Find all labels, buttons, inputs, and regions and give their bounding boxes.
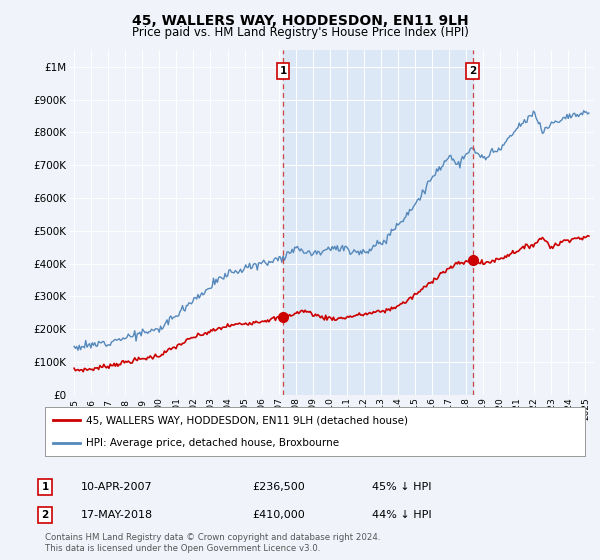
Text: 1: 1 [41,482,49,492]
Text: 44% ↓ HPI: 44% ↓ HPI [372,510,431,520]
Text: £410,000: £410,000 [252,510,305,520]
Text: 17-MAY-2018: 17-MAY-2018 [81,510,153,520]
Bar [283,50,473,395]
Text: 1: 1 [280,66,287,76]
Text: £236,500: £236,500 [252,482,305,492]
Text: 45% ↓ HPI: 45% ↓ HPI [372,482,431,492]
Text: 45, WALLERS WAY, HODDESDON, EN11 9LH: 45, WALLERS WAY, HODDESDON, EN11 9LH [131,14,469,28]
Text: 10-APR-2007: 10-APR-2007 [81,482,152,492]
Text: HPI: Average price, detached house, Broxbourne: HPI: Average price, detached house, Brox… [86,438,338,448]
Text: Contains HM Land Registry data © Crown copyright and database right 2024.
This d: Contains HM Land Registry data © Crown c… [45,533,380,553]
Text: Price paid vs. HM Land Registry's House Price Index (HPI): Price paid vs. HM Land Registry's House … [131,26,469,39]
Text: 2: 2 [469,66,476,76]
Text: 2: 2 [41,510,49,520]
Text: 45, WALLERS WAY, HODDESDON, EN11 9LH (detached house): 45, WALLERS WAY, HODDESDON, EN11 9LH (de… [86,416,407,426]
